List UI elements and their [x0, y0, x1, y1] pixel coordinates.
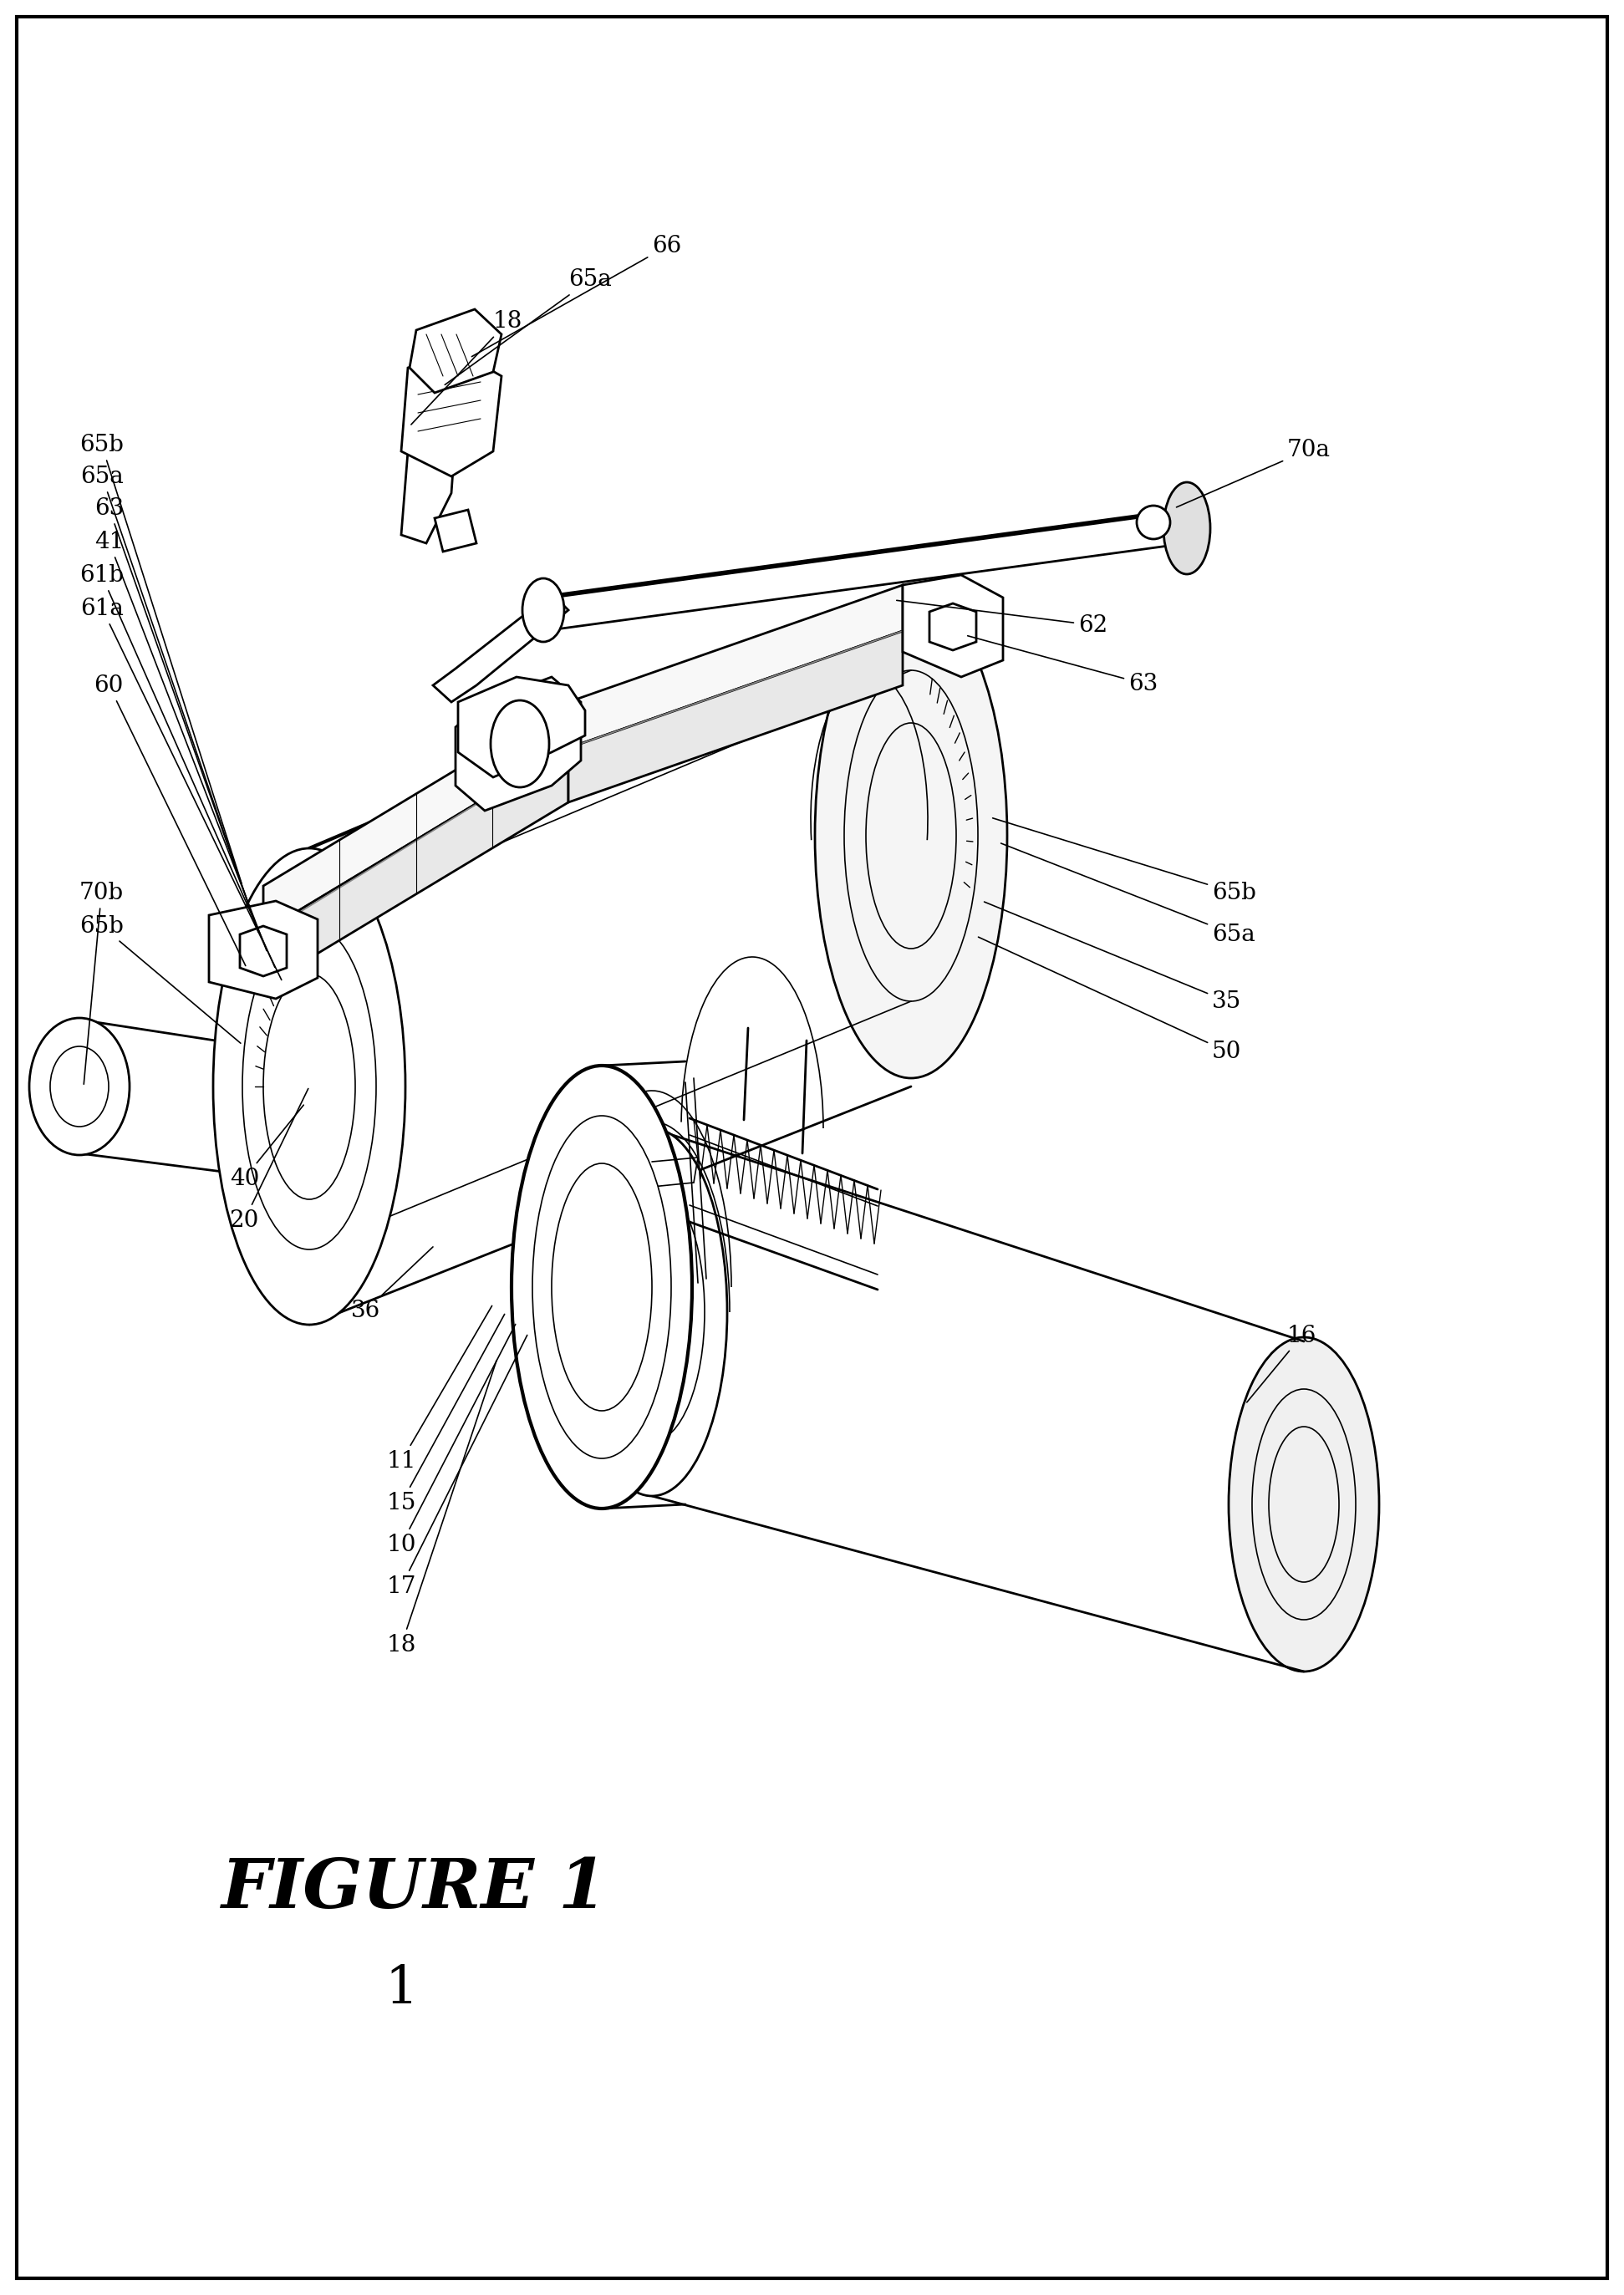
- Polygon shape: [240, 925, 287, 975]
- Text: 15: 15: [387, 1315, 505, 1515]
- Text: 10: 10: [387, 1324, 515, 1556]
- Text: 70a: 70a: [1176, 438, 1330, 507]
- Text: 36: 36: [351, 1246, 434, 1322]
- Ellipse shape: [490, 700, 549, 787]
- Ellipse shape: [1163, 482, 1210, 574]
- Text: 61a: 61a: [80, 597, 281, 980]
- Text: 65a: 65a: [1000, 842, 1255, 946]
- Polygon shape: [568, 585, 903, 748]
- Ellipse shape: [1137, 505, 1171, 539]
- Ellipse shape: [248, 936, 278, 966]
- Text: 65b: 65b: [992, 817, 1255, 904]
- Text: 18: 18: [411, 310, 523, 425]
- Text: 60: 60: [94, 675, 245, 966]
- Text: 40: 40: [229, 1104, 304, 1189]
- Text: 65a: 65a: [81, 466, 250, 909]
- Text: 11: 11: [387, 1306, 492, 1471]
- Text: 63: 63: [94, 496, 258, 932]
- Text: 35: 35: [984, 902, 1241, 1012]
- Polygon shape: [209, 902, 318, 998]
- Ellipse shape: [242, 923, 377, 1248]
- Text: 66: 66: [471, 236, 682, 356]
- Text: 50: 50: [978, 936, 1241, 1063]
- Polygon shape: [401, 351, 502, 477]
- Text: 20: 20: [229, 1088, 309, 1232]
- Text: 62: 62: [896, 601, 1108, 636]
- Ellipse shape: [213, 849, 406, 1324]
- Ellipse shape: [599, 1182, 705, 1441]
- Ellipse shape: [29, 1019, 130, 1154]
- Text: 17: 17: [387, 1336, 528, 1597]
- Text: 65b: 65b: [80, 434, 242, 884]
- Text: 16: 16: [1247, 1324, 1317, 1402]
- Ellipse shape: [577, 1129, 728, 1496]
- Polygon shape: [455, 677, 581, 810]
- Text: 1: 1: [385, 1965, 417, 2015]
- Text: 41: 41: [94, 530, 266, 950]
- Polygon shape: [568, 631, 903, 803]
- Text: 18: 18: [387, 1361, 497, 1657]
- Polygon shape: [435, 509, 476, 551]
- Ellipse shape: [815, 594, 1007, 1079]
- Ellipse shape: [1229, 1338, 1379, 1671]
- Ellipse shape: [512, 1065, 692, 1508]
- Polygon shape: [929, 604, 976, 649]
- Ellipse shape: [937, 613, 968, 643]
- Text: 65b: 65b: [80, 916, 240, 1044]
- Text: 61b: 61b: [80, 565, 274, 968]
- Polygon shape: [263, 748, 568, 987]
- Polygon shape: [458, 677, 585, 778]
- Text: FIGURE 1: FIGURE 1: [221, 1854, 607, 1923]
- Polygon shape: [434, 594, 568, 702]
- Ellipse shape: [533, 1115, 671, 1457]
- Text: 65a: 65a: [445, 269, 612, 386]
- Polygon shape: [409, 310, 502, 392]
- Polygon shape: [903, 576, 1004, 677]
- Ellipse shape: [523, 578, 564, 643]
- Text: 63: 63: [968, 636, 1158, 695]
- Polygon shape: [401, 402, 458, 544]
- Polygon shape: [263, 702, 568, 932]
- Text: 70b: 70b: [80, 881, 123, 1083]
